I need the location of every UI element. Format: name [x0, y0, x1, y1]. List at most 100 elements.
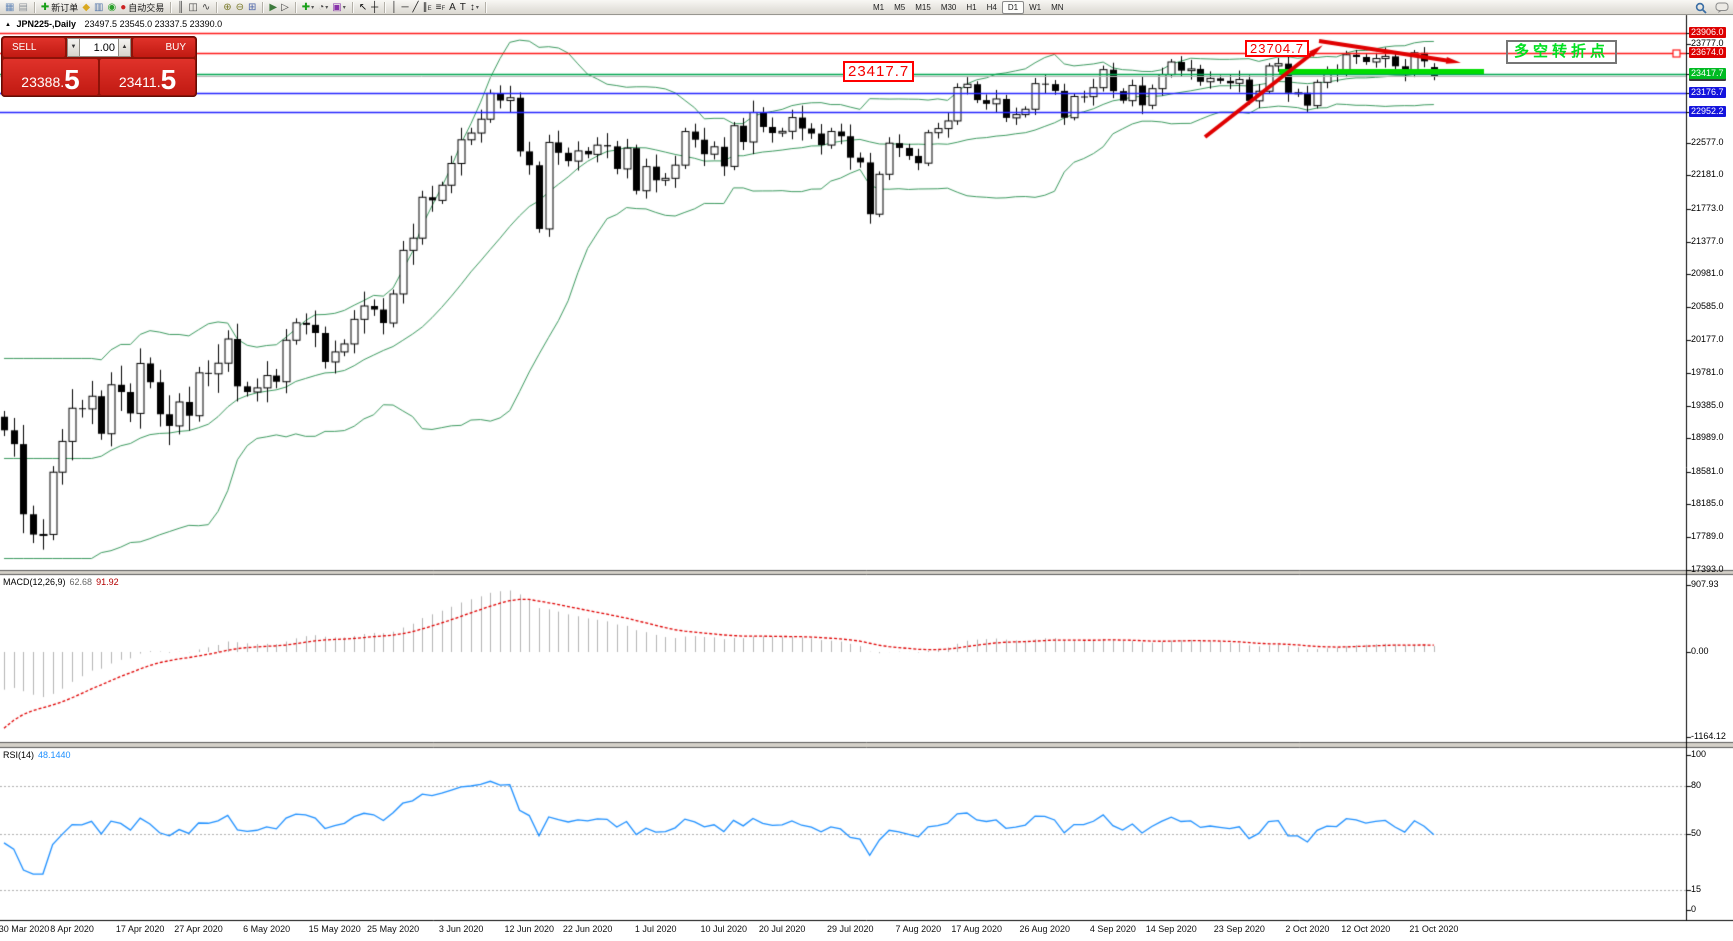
new-chart-icon[interactable]: ▦ [3, 1, 16, 14]
price-tick-label: 20177.0 [1691, 334, 1724, 344]
arrows-tool-icon-dropdown-icon[interactable]: ▾ [475, 4, 479, 11]
zoom-in-icon-glyph: ⊕ [223, 1, 232, 13]
trendline-tool-icon[interactable]: ╱ [411, 1, 421, 14]
zoom-in-icon[interactable]: ⊕ [221, 1, 233, 14]
chat-icon[interactable] [1715, 2, 1729, 14]
periods-button[interactable]: ◔ ▾ [316, 1, 330, 14]
vline-tool-icon-glyph: │ [391, 1, 398, 13]
fibonacci-tool-icon-modifier: F [441, 5, 446, 12]
profiles-icon[interactable]: ▤ [16, 1, 29, 14]
channel-tool-icon-glyph: ∥ [422, 1, 428, 13]
new-order-button-glyph: ✚ [40, 1, 50, 13]
timeframe-d1[interactable]: D1 [1001, 1, 1025, 14]
volume-decrease-button[interactable]: ▼ [67, 38, 80, 57]
new-chart-icon-glyph: ▦ [5, 1, 15, 13]
bar-chart-icon[interactable]: ║ [175, 1, 186, 14]
auto-scroll-icon[interactable]: ▶ [267, 1, 279, 14]
date-tick-label: 27 Apr 2020 [174, 924, 223, 934]
timeframe-h4[interactable]: H4 [986, 3, 997, 12]
volume-input[interactable] [80, 38, 118, 57]
timeframe-mn[interactable]: MN [1051, 3, 1064, 12]
date-tick-label: 12 Oct 2020 [1341, 924, 1391, 934]
note-annotation-turning-point[interactable]: 多空转折点 [1506, 40, 1618, 64]
toolbar-separator [262, 1, 264, 13]
rsi-tick-label: 15 [1691, 884, 1702, 894]
new-order-button[interactable]: ✚ 新订单 [39, 1, 80, 14]
date-tick-label: 26 Aug 2020 [1019, 924, 1071, 934]
price-tick-label: 19781.0 [1691, 367, 1724, 377]
timeframe-w1[interactable]: W1 [1029, 3, 1042, 12]
timeframe-m5[interactable]: M5 [894, 3, 906, 12]
hline-price-label: 23176.7 [1689, 87, 1726, 98]
date-tick-label: 21 Oct 2020 [1409, 924, 1459, 934]
buy-price-main: 23411. [118, 74, 161, 90]
periods-button-dropdown-icon[interactable]: ▾ [325, 4, 329, 11]
price-tick-label: 18989.0 [1691, 432, 1724, 442]
text-tool-icon[interactable]: A [447, 1, 458, 14]
label-tool-icon-glyph: T [459, 1, 466, 13]
sell-price-button[interactable]: 23388. 5 [3, 59, 98, 95]
buy-price-button[interactable]: 23411. 5 [100, 59, 195, 95]
chart-shift-icon[interactable]: ▷ [279, 1, 291, 14]
timeframe-m1[interactable]: M1 [873, 3, 885, 12]
price-annotation-23417[interactable]: 23417.7 [843, 61, 915, 82]
templates-button[interactable]: ▣ ▾ [330, 1, 347, 14]
price-annotation-23704[interactable]: 23704.7 [1245, 40, 1309, 57]
macd-signal-value: 91.92 [96, 577, 119, 587]
tile-windows-icon[interactable]: ⊞ [246, 1, 258, 14]
candlestick-chart-icon[interactable]: ◫ [186, 1, 199, 14]
signal-icon[interactable]: ◉ [105, 1, 118, 14]
cursor-icon[interactable]: ↖ [357, 1, 369, 14]
rsi-indicator-label: RSI(14) 48.1440 [3, 750, 71, 760]
templates-button-dropdown-icon[interactable]: ▾ [342, 4, 346, 11]
profiles-icon-glyph: ▤ [18, 1, 28, 13]
date-tick-label: 17 Apr 2020 [115, 924, 165, 934]
sell-button[interactable]: SELL [3, 38, 65, 57]
timeframe-h1[interactable]: H1 [966, 3, 977, 12]
indicators-button-dropdown-icon[interactable]: ▾ [311, 4, 315, 11]
hline-price-label: 23906.0 [1689, 27, 1726, 38]
crosshair-icon[interactable]: ┼ [369, 1, 380, 14]
label-tool-icon[interactable]: T [458, 1, 468, 14]
macd-tick-label: 0.00 [1691, 646, 1709, 656]
date-tick-label: 4 Sep 2020 [1089, 924, 1136, 934]
price-tick-label: 17789.0 [1691, 531, 1724, 541]
vline-tool-icon[interactable]: │ [389, 1, 399, 14]
collapse-icon[interactable]: ▲ [5, 22, 11, 28]
line-chart-icon[interactable]: ∿ [200, 1, 212, 14]
autotrading-button[interactable]: ● 自动交易 [118, 1, 166, 14]
navigator-icon[interactable]: ▥ [92, 1, 105, 14]
price-tick-label: 18185.0 [1691, 498, 1724, 508]
zoom-out-icon[interactable]: ⊖ [234, 1, 246, 14]
market-watch-icon[interactable]: ◆ [80, 1, 92, 14]
indicators-button[interactable]: ✚ ▾ [300, 1, 316, 14]
buy-button[interactable]: BUY [133, 38, 195, 57]
hline-price-label: 23674.0 [1689, 47, 1726, 58]
channel-tool-icon[interactable]: ∥ E [421, 1, 434, 14]
volume-increase-button[interactable]: ▲ [118, 38, 131, 57]
autotrading-button-glyph: ● [120, 1, 127, 13]
timeframe-m15[interactable]: M15 [915, 3, 931, 12]
rsi-tick-label: 50 [1691, 828, 1702, 838]
navigator-icon-glyph: ▥ [94, 1, 104, 13]
price-tick-label: 20981.0 [1691, 268, 1724, 278]
arrows-tool-icon[interactable]: ↕ ▾ [468, 1, 481, 14]
buy-price-big-digit: 5 [160, 64, 177, 95]
date-tick-label: 6 May 2020 [243, 924, 291, 934]
rsi-value: 48.1440 [38, 750, 71, 760]
arrows-tool-icon-glyph: ↕ [469, 1, 475, 13]
search-icon[interactable] [1695, 2, 1707, 14]
hline-tool-icon[interactable]: ─ [399, 1, 410, 14]
tile-windows-icon-glyph: ⊞ [247, 1, 257, 13]
crosshair-icon-glyph: ┼ [371, 1, 379, 13]
time-axis[interactable]: 30 Mar 2020 8 Apr 2020 17 Apr 2020 27 Apr 2… [0, 922, 1733, 938]
timeframe-group: M1 M5 M15 M30 H1 H4 D1 W1 MN [868, 1, 1069, 14]
date-tick-label: 30 Mar 2020 [0, 924, 50, 934]
fibonacci-tool-icon[interactable]: ≡ F [434, 1, 448, 14]
macd-main-value: 62.68 [69, 577, 93, 587]
timeframe-m30[interactable]: M30 [940, 3, 957, 12]
toolbar-separator [170, 1, 172, 13]
auto-scroll-icon-glyph: ▶ [269, 1, 278, 13]
toolbar-separator [484, 1, 486, 13]
